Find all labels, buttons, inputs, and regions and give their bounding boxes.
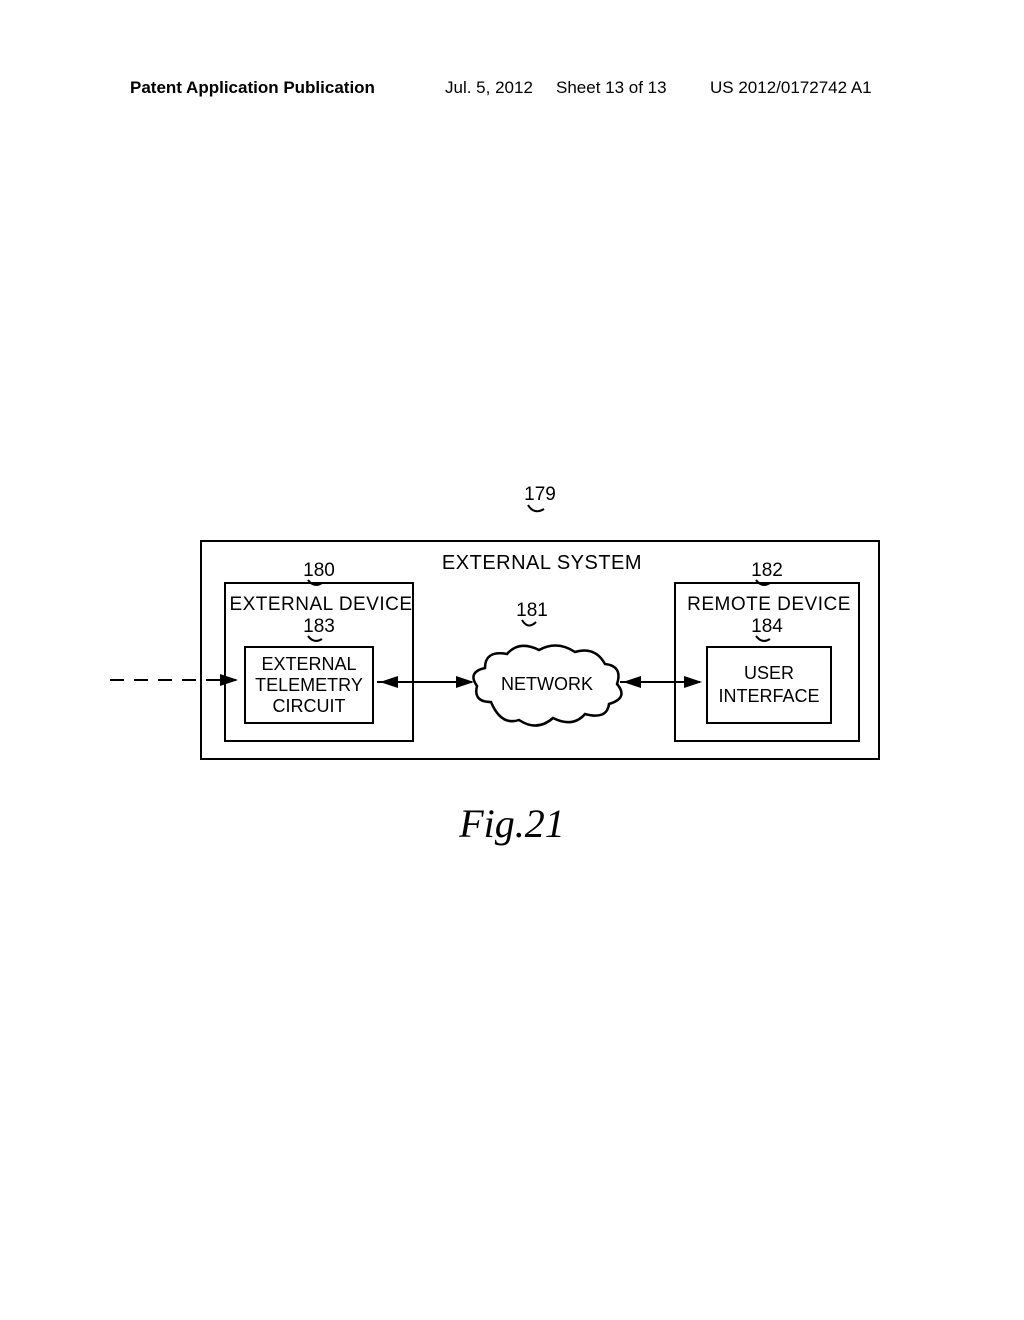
arrows-inner [202,542,882,762]
diagram: 179 EXTERNAL SYSTEM 180 EXTERNAL DEVICE … [200,510,880,810]
header-sheet: Sheet 13 of 13 [556,78,667,98]
external-system-box: EXTERNAL SYSTEM 180 EXTERNAL DEVICE EXTE… [200,540,880,760]
tick-179 [526,503,546,515]
dashed-arrow-in [110,540,250,760]
header-pubno: US 2012/0172742 A1 [710,78,872,98]
header-left: Patent Application Publication [130,78,375,98]
network-label: NETWORK [467,674,627,695]
page-header: Patent Application Publication Jul. 5, 2… [0,78,1024,108]
header-date: Jul. 5, 2012 [445,78,533,98]
figure-label: Fig.21 [0,800,1024,847]
